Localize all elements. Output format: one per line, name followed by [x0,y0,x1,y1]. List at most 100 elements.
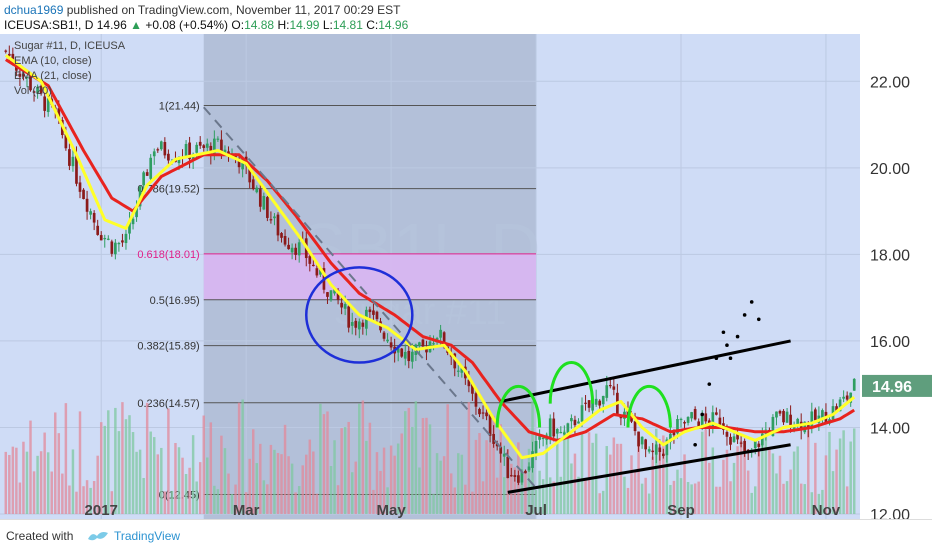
volume-bar [573,453,577,514]
volume-bar [4,451,8,514]
candle-body [478,408,481,415]
volume-bar [39,451,43,514]
volume-bar [276,453,280,514]
volume-bar [824,455,828,514]
candle-body [517,475,520,483]
volume-bar [160,447,163,514]
candle-body [739,442,743,444]
candle-body [142,172,145,186]
volume-bar [453,487,456,514]
candle-body [82,189,85,200]
volume-bar [584,478,587,514]
candle-body [442,332,446,348]
candle-body [796,418,800,425]
volume-bar [686,482,690,514]
candle-body [506,456,510,479]
volume-bar [198,462,202,514]
volume-bar [792,451,796,514]
candle-body [213,138,216,156]
volume-bar [216,489,220,514]
x-tick-label: Nov [812,502,841,519]
volume-bar [746,470,750,514]
x-tick-label: Sep [667,502,695,519]
volume-bar [22,441,25,514]
candle-body [732,436,736,442]
candle-body [251,179,255,190]
candle-body [672,431,676,436]
candle-body [280,233,283,238]
volume-bar [312,451,315,514]
ema-21-line [5,58,855,442]
author-link[interactable]: dchua1969 [4,3,64,17]
volume-bar [343,427,347,514]
candle-body [195,144,199,153]
open-value: 14.88 [244,18,275,32]
candle-body [71,156,75,167]
candle-body [665,439,669,456]
candle-body [354,320,358,328]
candle-body [792,425,796,430]
volume-bar [679,478,683,514]
volume-bar [167,408,170,514]
candle-body [343,304,347,309]
volume-bar [658,443,662,514]
fib-level-label: 0.5(16.95) [150,295,200,307]
volume-bar [768,447,771,514]
volume-bar [563,430,566,514]
candle-body [661,453,665,457]
candle-body [598,400,602,406]
volume-bar [852,428,856,514]
tradingview-link[interactable]: TradingView [114,529,181,543]
close-value: 14.96 [378,18,409,32]
candle-body [85,198,89,212]
volume-bar [474,439,478,514]
candle-body [485,412,488,417]
candle-body [25,76,29,79]
candle-body [258,189,262,207]
legend-volume: Vol (20) [14,85,52,97]
price-chart[interactable]: SB1!, D Sugar #11 1(21.44)0.786(19.52)0.… [0,34,932,519]
volume-bar [442,456,446,514]
volume-bar [46,452,50,514]
volume-bar [594,433,598,514]
candle-body [418,342,421,347]
candle-body [651,450,655,453]
candle-body [216,138,220,140]
volume-bar [637,439,640,514]
volume-bar [764,429,768,514]
pattern-arc [495,385,542,428]
volume-bar [78,411,82,514]
candle-body [421,339,425,347]
price-axis[interactable] [860,34,932,519]
candle-body [117,242,121,245]
volume-bar [163,491,167,514]
volume-bar [202,415,205,514]
pattern-arc [548,361,595,404]
volume-bar [393,455,396,514]
volume-bar [350,472,354,514]
last-price: 14.96 [96,18,127,32]
candle-body [760,433,764,446]
high-value: 14.99 [289,18,320,32]
volume-bar [810,492,814,514]
candle-body [852,378,856,391]
volume-bar [382,447,386,514]
candle-body [633,421,637,432]
candle-body [555,428,559,434]
volume-bar [711,447,715,514]
candle-body [188,142,191,160]
candle-body [340,302,343,308]
volume-bar [177,447,181,514]
candle-body [456,370,460,372]
candle-body [704,413,708,422]
candle-body [757,443,761,447]
volume-bar [248,458,251,514]
candle-body [255,187,259,193]
volume-bar [651,456,654,514]
volume-bar [785,481,789,514]
volume-bar [683,454,686,514]
volume-bar [545,433,548,514]
volume-bar [750,492,753,514]
candle-body [591,402,594,411]
volume-bar [18,482,22,514]
